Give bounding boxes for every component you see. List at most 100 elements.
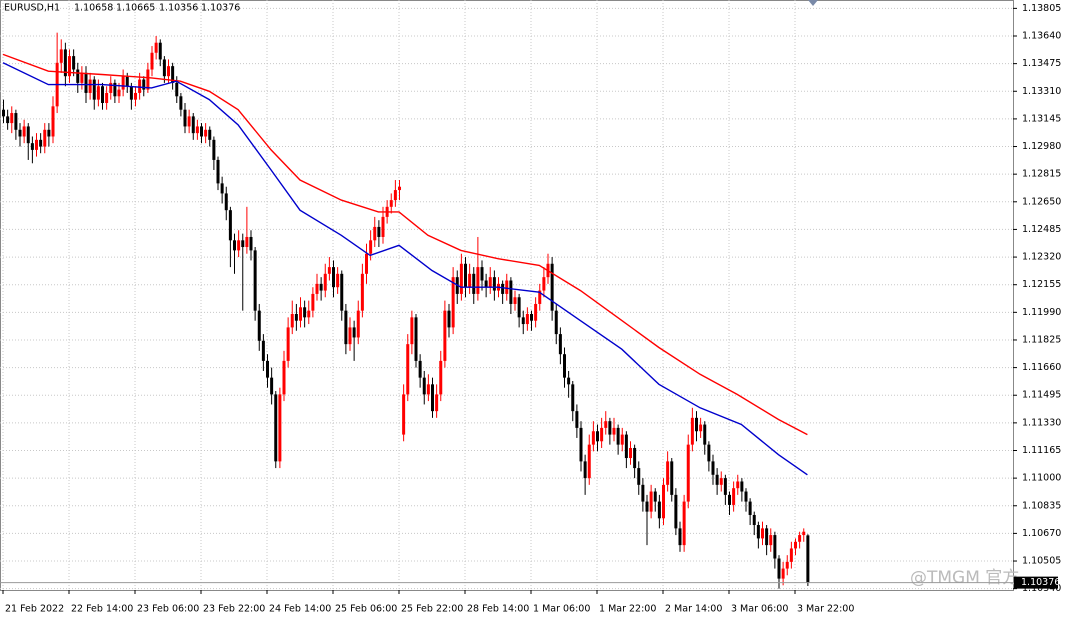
x-tick-label: 21 Feb 2022	[5, 604, 64, 615]
candle-body	[146, 69, 150, 90]
candle-body	[707, 444, 711, 462]
candle-body	[571, 384, 575, 412]
candle-body	[72, 56, 76, 70]
candle-body	[789, 548, 793, 562]
candle-body	[224, 193, 228, 211]
candle-body	[711, 461, 715, 475]
x-tick-label: 2 Mar 14:00	[665, 604, 722, 615]
candle-body	[336, 273, 340, 288]
y-tick-label: 1.10505	[1022, 556, 1061, 567]
candle-body	[554, 310, 558, 335]
candle-body	[752, 514, 756, 526]
candle-body	[332, 267, 336, 288]
y-tick-label: 1.13805	[1022, 3, 1061, 14]
candle-body	[645, 501, 649, 512]
candle-body	[261, 340, 265, 361]
candle-body	[620, 434, 624, 445]
candle-body	[678, 528, 682, 546]
candle-body	[39, 139, 43, 147]
candle-body	[377, 226, 381, 237]
candle-body	[150, 52, 154, 70]
candle-body	[587, 444, 591, 479]
candle-body	[798, 535, 802, 542]
y-tick-label: 1.12155	[1022, 279, 1061, 290]
candle-body	[158, 42, 162, 60]
candle-body	[327, 267, 331, 274]
candle-body	[68, 56, 72, 77]
candle-body	[653, 491, 657, 502]
candle-body	[596, 431, 600, 442]
candle-body	[661, 484, 665, 519]
candle-body	[323, 273, 327, 291]
candle-body	[600, 427, 604, 442]
x-tick-label: 1 Mar 06:00	[533, 604, 590, 615]
candle-body	[142, 79, 146, 90]
price-tag-label: 1.10376	[1021, 577, 1060, 588]
y-tick-label: 1.12485	[1022, 224, 1061, 235]
y-tick-label: 1.11495	[1022, 390, 1061, 401]
y-tick-label: 1.10835	[1022, 500, 1061, 511]
candle-body	[476, 267, 480, 294]
candle-body	[109, 82, 113, 93]
candle-body	[666, 461, 670, 485]
y-tick-label: 1.13310	[1022, 86, 1061, 97]
candle-body	[101, 86, 105, 103]
y-tick-label: 1.11330	[1022, 417, 1061, 428]
candle-body	[373, 226, 377, 241]
candle-body	[195, 126, 199, 134]
candle-body	[179, 96, 183, 110]
candle-body	[719, 478, 723, 485]
candle-body	[492, 277, 496, 291]
candle-body	[171, 66, 175, 83]
y-tick-label: 1.12650	[1022, 196, 1061, 207]
candle-body	[732, 488, 736, 505]
y-tick-label: 1.11165	[1022, 445, 1061, 456]
candle-body	[513, 297, 517, 304]
candle-body	[270, 377, 274, 395]
candle-body	[249, 236, 253, 251]
candle-body	[63, 49, 67, 77]
candle-body	[134, 92, 138, 100]
candle-body	[35, 139, 39, 150]
candle-body	[509, 280, 513, 304]
candle-body	[389, 200, 393, 207]
x-tick-label: 23 Feb 06:00	[137, 604, 199, 615]
candle-body	[435, 394, 439, 412]
candle-body	[744, 491, 748, 502]
candle-body	[575, 411, 579, 428]
candle-body	[360, 273, 364, 311]
candle-body	[274, 394, 278, 462]
candle-body	[76, 69, 80, 83]
shift-marker	[808, 0, 818, 6]
candle-body	[538, 290, 542, 304]
candle-body	[241, 240, 245, 248]
candle-body	[18, 129, 22, 137]
candle-body	[773, 535, 777, 559]
candle-body	[121, 76, 125, 90]
candle-body	[129, 86, 133, 100]
candle-body	[402, 394, 406, 435]
candle-body	[703, 424, 707, 445]
x-tick-label: 1 Mar 22:00	[599, 604, 656, 615]
candle-body	[398, 186, 402, 191]
candle-body	[319, 283, 323, 291]
moving-average	[2, 53, 808, 436]
candle-body	[167, 66, 171, 77]
candle-body	[406, 344, 410, 395]
candle-body	[443, 310, 447, 361]
candle-body	[22, 126, 26, 137]
candle-body	[282, 360, 286, 395]
y-tick-label: 1.12815	[1022, 169, 1061, 180]
candle-body	[257, 310, 261, 341]
candle-body	[563, 354, 567, 378]
candle-body	[278, 394, 282, 462]
candle-body	[674, 494, 678, 529]
candle-body	[352, 327, 356, 338]
candle-body	[51, 106, 55, 137]
candle-body	[517, 297, 521, 318]
candle-body	[464, 263, 468, 288]
candle-body	[740, 481, 744, 492]
candle-body	[769, 535, 773, 546]
candle-body	[612, 427, 616, 435]
candle-body	[154, 42, 158, 53]
